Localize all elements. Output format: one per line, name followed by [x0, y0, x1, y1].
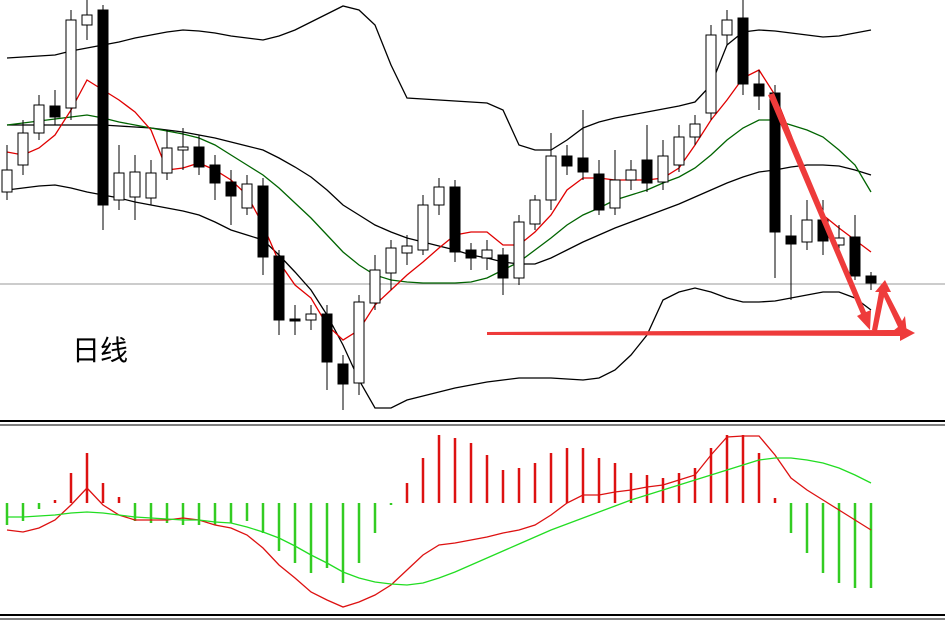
candle-body — [113, 172, 125, 201]
candle-body — [193, 146, 205, 168]
candle-body — [497, 254, 509, 279]
candle-body — [33, 104, 45, 134]
price-panel — [0, 0, 945, 410]
candle-body — [529, 199, 541, 225]
candle-body — [769, 92, 781, 233]
candle-body — [417, 204, 429, 251]
candle-body — [513, 221, 525, 279]
candle-body — [657, 155, 669, 183]
candle-body — [785, 235, 797, 245]
annotation-arrow — [487, 325, 915, 341]
annotation-arrow — [872, 280, 907, 334]
candle-body — [545, 155, 557, 201]
candle-body — [1, 169, 13, 193]
indicator-line — [7, 457, 872, 586]
candle-body — [129, 171, 141, 198]
candle-body — [465, 249, 477, 259]
candle-body — [561, 155, 573, 167]
candle-body — [273, 255, 285, 321]
indicator-line — [6, 435, 872, 608]
candle-body — [753, 83, 765, 97]
candle-body — [609, 179, 621, 209]
candle-body — [369, 269, 381, 304]
candle-body — [257, 185, 269, 258]
indicator-line — [6, 114, 872, 284]
candle-body — [673, 136, 685, 166]
macd-panel — [5, 435, 873, 608]
candle-body — [449, 186, 461, 253]
candle-body — [209, 164, 221, 184]
candle-body — [97, 9, 109, 206]
candle-body — [641, 159, 653, 184]
candle-body — [81, 14, 93, 26]
candle-body — [241, 183, 253, 209]
candle-body — [49, 105, 61, 118]
indicator-line — [6, 69, 872, 341]
candle-body — [593, 173, 605, 211]
candle-body — [353, 301, 365, 384]
candle-body — [801, 219, 813, 243]
annotation-arrows — [487, 93, 915, 341]
candle-body — [433, 186, 445, 206]
candle-body — [849, 236, 861, 277]
candle-body — [401, 245, 413, 254]
candle-body — [337, 363, 349, 385]
candle-body — [577, 157, 589, 173]
candle-body — [385, 247, 397, 274]
chart-annotation: 日线 — [72, 334, 128, 367]
candle-body — [161, 147, 173, 174]
candle-body — [321, 313, 333, 363]
candle-body — [705, 34, 717, 114]
candle-body — [65, 19, 77, 109]
candle-body — [145, 172, 157, 199]
candle-body — [721, 19, 733, 36]
candle-body — [481, 249, 493, 259]
candle-body — [865, 275, 877, 284]
candle-body — [289, 318, 301, 322]
candle-body — [737, 17, 749, 85]
candle-body — [177, 146, 189, 151]
candle-body — [305, 313, 317, 321]
candle-body — [625, 169, 637, 181]
annotation-arrow — [768, 93, 871, 330]
candle-body — [17, 132, 29, 166]
candle-body — [689, 123, 701, 138]
candle-body — [225, 181, 237, 197]
